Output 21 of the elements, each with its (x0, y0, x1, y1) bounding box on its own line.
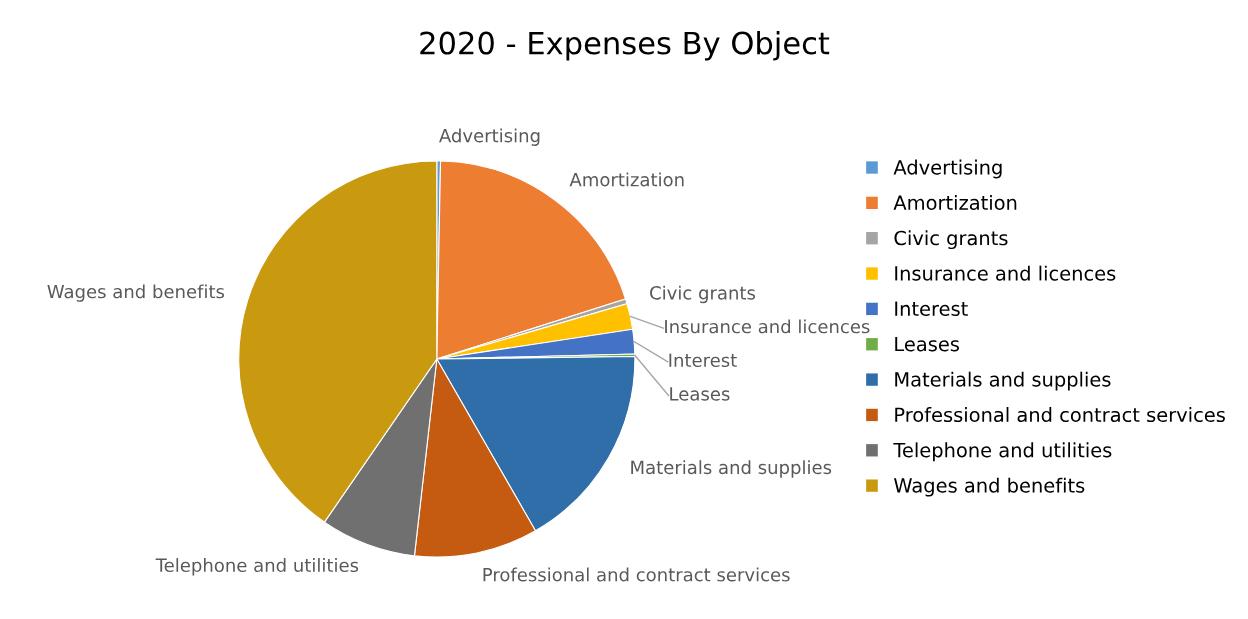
slice-label: Amortization (569, 172, 684, 187)
slice-label: Professional and contract services (483, 567, 790, 582)
legend-label: Wages and benefits (894, 477, 1085, 497)
legend-label: Advertising (893, 159, 1002, 179)
slice-label: Materials and supplies (631, 460, 832, 478)
slice-label: Insurance and licences (665, 319, 870, 334)
legend-label: Interest (895, 301, 968, 317)
slice-label: Advertising (439, 128, 540, 146)
slice-label: Civic grants (650, 285, 756, 304)
legend-label: Civic grants (894, 230, 1008, 250)
legend-label: Leases (895, 336, 960, 352)
slice-label: Telephone and utilities (155, 558, 359, 576)
legend-label: Insurance and licences (895, 265, 1116, 281)
slice-label: Wages and benefits (47, 284, 225, 302)
legend-label: Materials and supplies (895, 371, 1111, 391)
legend-label: Telephone and utilities (893, 442, 1112, 462)
slice-label: Leases (670, 387, 730, 401)
chart-title: 2020 - Expenses By Object (420, 30, 830, 61)
slice-label: Interest (669, 353, 737, 368)
legend-label: Professional and contract services (895, 407, 1225, 423)
legend-label: Amortization (893, 194, 1017, 210)
